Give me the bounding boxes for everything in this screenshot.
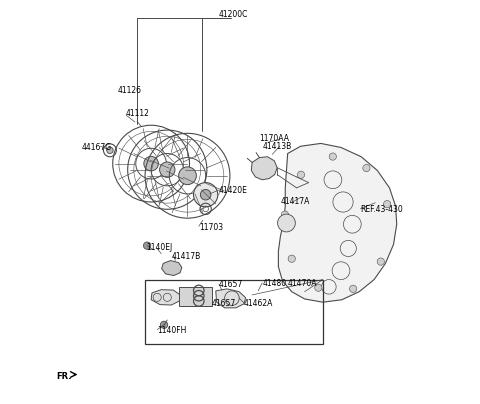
Polygon shape	[151, 290, 180, 305]
Text: 41470A: 41470A	[288, 279, 317, 288]
Circle shape	[144, 242, 151, 249]
Circle shape	[349, 285, 357, 292]
Polygon shape	[216, 289, 246, 308]
Circle shape	[193, 183, 218, 207]
Circle shape	[377, 258, 384, 265]
Circle shape	[329, 153, 336, 160]
Text: 41657: 41657	[212, 299, 236, 308]
Polygon shape	[278, 143, 397, 302]
Text: 41417B: 41417B	[171, 252, 201, 261]
Text: 11703: 11703	[199, 223, 223, 231]
Text: 41112: 41112	[126, 109, 150, 118]
Circle shape	[363, 164, 370, 172]
Text: 41657: 41657	[219, 280, 243, 289]
Text: 1170AA: 1170AA	[259, 134, 289, 143]
Circle shape	[107, 147, 113, 154]
Polygon shape	[162, 261, 182, 276]
Bar	[180, 287, 212, 306]
Text: 44167G: 44167G	[82, 143, 112, 152]
Text: 41480: 41480	[262, 279, 287, 288]
Text: FR.: FR.	[56, 372, 72, 381]
Circle shape	[315, 284, 322, 291]
Text: 1140FH: 1140FH	[157, 326, 187, 335]
Polygon shape	[252, 157, 277, 180]
Circle shape	[201, 189, 211, 200]
Text: 41462A: 41462A	[244, 299, 274, 308]
Circle shape	[277, 214, 295, 232]
Circle shape	[281, 211, 288, 218]
Text: 1140EJ: 1140EJ	[146, 243, 172, 252]
Text: 41417A: 41417A	[280, 198, 310, 206]
Bar	[145, 280, 323, 344]
Circle shape	[160, 162, 175, 177]
Circle shape	[144, 156, 158, 171]
Text: 41126: 41126	[118, 86, 142, 95]
Circle shape	[298, 171, 305, 179]
Text: 41413B: 41413B	[262, 142, 291, 151]
Text: 41420E: 41420E	[219, 186, 248, 195]
Circle shape	[288, 255, 295, 262]
Text: 41200C: 41200C	[219, 10, 248, 19]
Text: REF.43-430: REF.43-430	[360, 205, 403, 214]
Circle shape	[160, 321, 168, 328]
Circle shape	[179, 167, 196, 185]
Circle shape	[384, 200, 391, 208]
